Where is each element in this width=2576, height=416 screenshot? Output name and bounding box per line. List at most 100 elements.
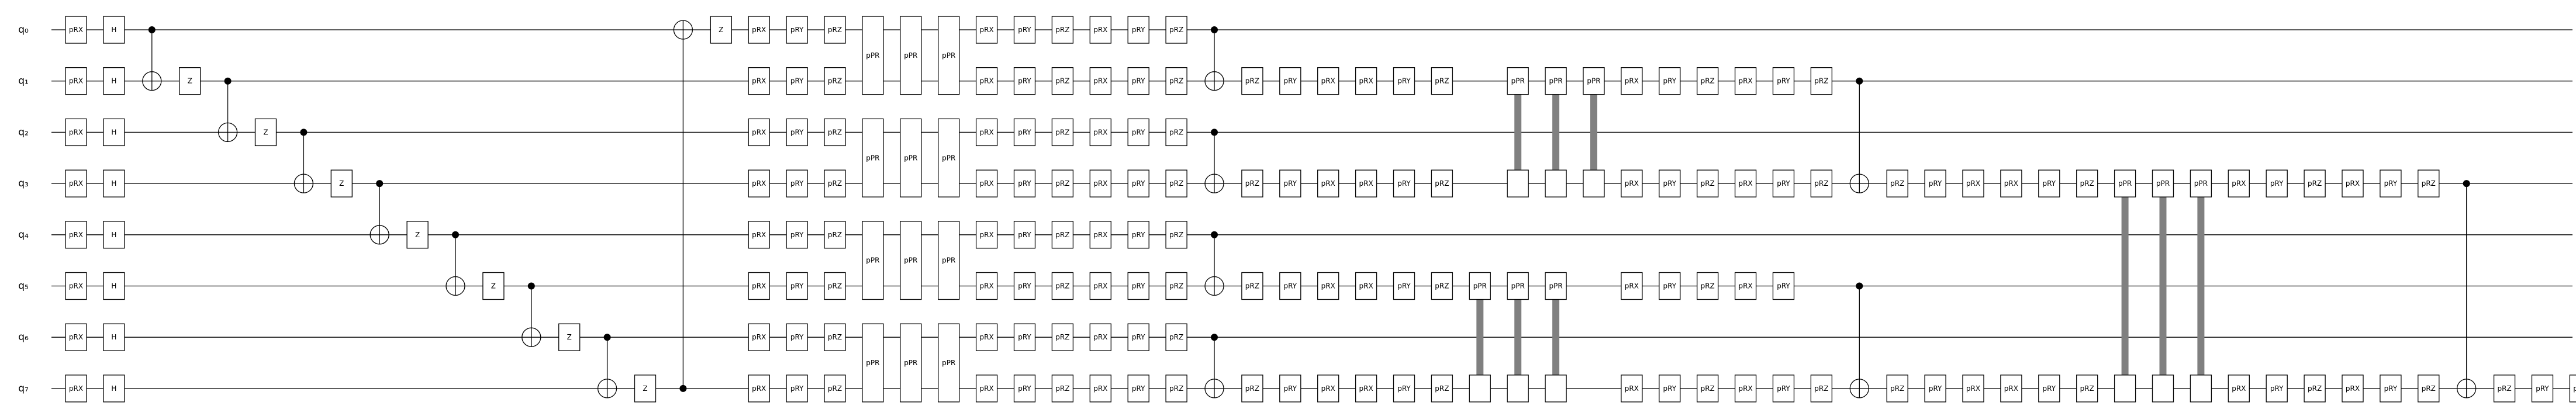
gate-label: pRX xyxy=(1739,384,1753,393)
gate-pry: pRY xyxy=(786,323,808,351)
gate-label: pRX xyxy=(752,26,766,34)
gate-label: pPR xyxy=(866,154,879,162)
gate-label: pRZ xyxy=(1435,77,1449,85)
gate-box xyxy=(1772,67,1795,95)
gate-prz: pRZ xyxy=(1431,375,1453,403)
gate-box xyxy=(482,272,505,300)
gate-label: pRZ xyxy=(1169,77,1183,85)
gate-pry: pRY xyxy=(2266,375,2288,403)
qubit-label-1: q₁ xyxy=(18,75,29,87)
gate-box xyxy=(975,272,998,300)
gate-box xyxy=(1393,375,1415,403)
gate-label: pRX xyxy=(1321,384,1335,393)
gate-box xyxy=(862,118,884,197)
gate-label: pRY xyxy=(2536,384,2549,393)
gate-label: pPR xyxy=(1511,77,1525,85)
gate-label: pRX xyxy=(1321,282,1335,290)
gate-box xyxy=(2380,169,2402,197)
gate-box-empty xyxy=(2190,375,2212,403)
gate-prx: pRX xyxy=(1089,169,1111,197)
gate-prx: pRX xyxy=(2342,169,2364,197)
gate-label: pRZ xyxy=(1435,282,1449,290)
gate-box xyxy=(65,169,87,197)
gate-pry: pRY xyxy=(1659,169,1681,197)
gate-connector xyxy=(2197,197,2205,375)
gate-label: pRY xyxy=(1018,179,1031,188)
gate-box xyxy=(1431,169,1453,197)
gate-h: H xyxy=(103,67,125,95)
qubit-wires xyxy=(51,29,2572,389)
gate-label: pRX xyxy=(69,282,83,290)
gate-label: pPR xyxy=(942,256,955,265)
gate-label: Z xyxy=(188,77,192,85)
gate-box xyxy=(938,118,960,197)
gate-prz: pRZ xyxy=(1431,67,1453,95)
gate-box xyxy=(330,169,353,197)
gate-prx: pRX xyxy=(65,272,87,300)
cnot-gate xyxy=(217,77,238,143)
gate-box xyxy=(2038,375,2060,403)
gate-box xyxy=(558,323,581,351)
gate-label: pRY xyxy=(790,282,804,290)
gate-ppr-multi: pPR xyxy=(938,221,960,300)
cnot-gate xyxy=(2457,180,2477,398)
gate-box xyxy=(103,323,125,351)
gate-pry: pRY xyxy=(786,375,808,403)
gate-prz: pRZ xyxy=(1051,16,1074,44)
gate-box xyxy=(748,169,770,197)
gate-box xyxy=(1127,16,1149,44)
gate-pry: pRY xyxy=(1127,67,1149,95)
gate-box xyxy=(634,375,657,403)
gate-box xyxy=(1431,272,1453,300)
gate-label: pRX xyxy=(2346,384,2360,393)
gate-prx: pRX xyxy=(1355,67,1377,95)
gate-prx: pRX xyxy=(65,169,87,197)
gate-label: pPR xyxy=(942,154,955,162)
gate-prx: pRX xyxy=(1089,118,1111,147)
gate-box xyxy=(1013,221,1036,249)
gate-box xyxy=(1697,272,1719,300)
gate-prx: pRX xyxy=(748,67,770,95)
gate-label: pRX xyxy=(2232,179,2246,188)
gate-label: pRZ xyxy=(1814,77,1828,85)
gate-box-empty xyxy=(2114,375,2136,403)
gate-label: pRZ xyxy=(2498,384,2512,393)
gate-box-empty xyxy=(1583,169,1605,197)
gate-box-empty xyxy=(1545,375,1567,403)
gate-label: pRX xyxy=(752,77,766,85)
gate-prx: pRX xyxy=(1317,67,1339,95)
gate-label: pRX xyxy=(980,384,994,393)
gate-h: H xyxy=(103,221,125,249)
gate-label: pRY xyxy=(1397,179,1411,188)
qubit-label-6: q₆ xyxy=(18,331,29,343)
gate-label: pPR xyxy=(904,154,917,162)
gate-label: pRY xyxy=(1663,77,1677,85)
gate-box xyxy=(1279,375,1301,403)
gate-box xyxy=(824,16,846,44)
gate-ppr-multi: pPR xyxy=(900,16,922,95)
gate-ppr-multi: pPR xyxy=(862,16,884,95)
gate-label: pRY xyxy=(1132,282,1145,290)
gate-label: H xyxy=(111,179,116,188)
gate-ppr: pPR xyxy=(1469,272,1491,300)
gate-pry: pRY xyxy=(1127,272,1149,300)
gate-box xyxy=(2569,375,2576,403)
gate-label: pRX xyxy=(1739,77,1753,85)
gate-label: pRX xyxy=(1625,179,1639,188)
gate-prx: pRX xyxy=(975,16,998,44)
gate-label: pRZ xyxy=(1055,77,1069,85)
gate-prz: pRZ xyxy=(1886,375,1908,403)
gate-label: pRX xyxy=(752,384,766,393)
gate-pry: pRY xyxy=(1127,323,1149,351)
gate-box xyxy=(1165,118,1187,147)
gate-label: pRZ xyxy=(828,333,842,341)
gate-box xyxy=(786,375,808,403)
gate-label: pRX xyxy=(69,26,83,34)
gate-label: pPR xyxy=(2118,179,2132,188)
gate-label: Z xyxy=(491,282,496,290)
control-dot xyxy=(679,384,687,392)
gate-box xyxy=(1279,169,1301,197)
gate-h: H xyxy=(103,323,125,351)
gate-box xyxy=(824,272,846,300)
gate-z: Z xyxy=(330,169,353,197)
